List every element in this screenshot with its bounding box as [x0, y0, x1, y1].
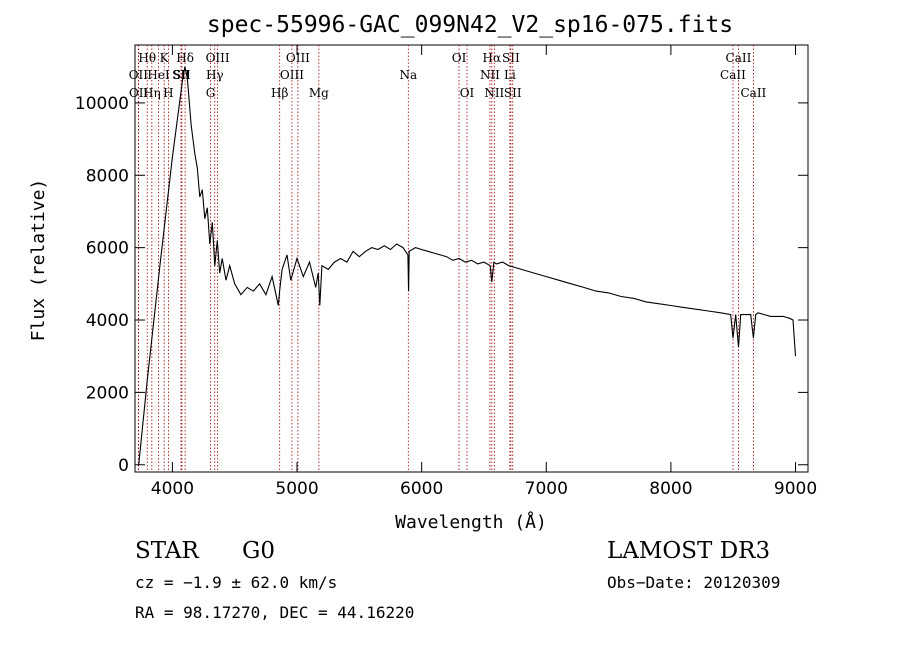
line-markers: HθOIIOIIHηKHeIHSIIHδSIIOIIIHγGOIIIOIIIHβ… [129, 45, 767, 472]
x-tick-label: 5000 [275, 479, 318, 499]
x-tick-label: 6000 [400, 479, 443, 499]
line-marker-label: OI [452, 51, 467, 65]
line-marker-label: OIII [206, 51, 230, 65]
line-marker-label: SII [173, 68, 191, 82]
sky-coordinates: RA = 98.17270, DEC = 44.16220 [135, 603, 415, 622]
y-tick-label: 2000 [86, 383, 129, 403]
y-tick-label: 0 [118, 456, 129, 476]
line-marker-label: NII [480, 68, 500, 82]
line-marker-label: OI [460, 86, 475, 100]
line-marker-label: SII [504, 86, 522, 100]
y-axis-label: Flux (relative) [28, 179, 49, 342]
line-marker-label: Li [504, 68, 516, 82]
x-tick-label: 4000 [151, 479, 194, 499]
x-tick-label: 8000 [649, 479, 692, 499]
line-marker-label: OIII [280, 68, 304, 82]
x-tick-label: 9000 [774, 479, 817, 499]
line-marker-label: OIII [286, 51, 310, 65]
line-marker-label: Hθ [138, 51, 156, 65]
line-marker-label: Hα [483, 51, 502, 65]
line-marker-label: HeI [147, 68, 170, 82]
x-tick-label: 7000 [525, 479, 568, 499]
line-marker-label: OII [129, 86, 149, 100]
line-marker-label: H [163, 86, 173, 100]
line-marker-label: CaII [720, 68, 746, 82]
line-marker-label: Hδ [176, 51, 194, 65]
object-class: STAR [135, 538, 199, 564]
object-subclass: G0 [242, 538, 276, 564]
y-tick-label: 8000 [86, 166, 129, 186]
plot-frame [134, 44, 809, 473]
survey-name: LAMOST DR3 [607, 538, 771, 564]
line-marker-label: NII [484, 86, 504, 100]
line-marker-label: Mg [309, 86, 329, 100]
y-tick-label: 6000 [86, 239, 129, 259]
line-marker-label: G [206, 86, 216, 100]
observation-date: Obs−Date: 20120309 [607, 573, 781, 592]
axis-ticks: 4000 5000 6000 7000 8000 9000 0 2000 4000 6000 800… [75, 45, 817, 499]
chart-title: spec-55996-GAC_099N42_V2_sp16-075.fits [207, 12, 733, 38]
line-marker-label: Na [399, 68, 417, 82]
line-marker-label: CaII [740, 86, 766, 100]
spectrum-line [138, 66, 797, 465]
redshift-velocity: cz = −1.9 ± 62.0 km/s [135, 573, 338, 592]
line-marker-label: Hη [143, 86, 161, 100]
y-tick-label: 10000 [75, 94, 129, 114]
line-marker-label: SII [502, 51, 520, 65]
line-marker-label: Hβ [271, 86, 288, 100]
spectrum-chart: spec-55996-GAC_099N42_V2_sp16-075.fits H… [28, 12, 817, 533]
x-axis-label: Wavelength (Å) [395, 511, 547, 533]
line-marker-label: CaII [726, 51, 752, 65]
line-marker-label: K [160, 51, 170, 65]
line-marker-label: Hγ [206, 68, 224, 82]
y-tick-label: 4000 [86, 311, 129, 331]
line-marker-label: OII [129, 68, 149, 82]
